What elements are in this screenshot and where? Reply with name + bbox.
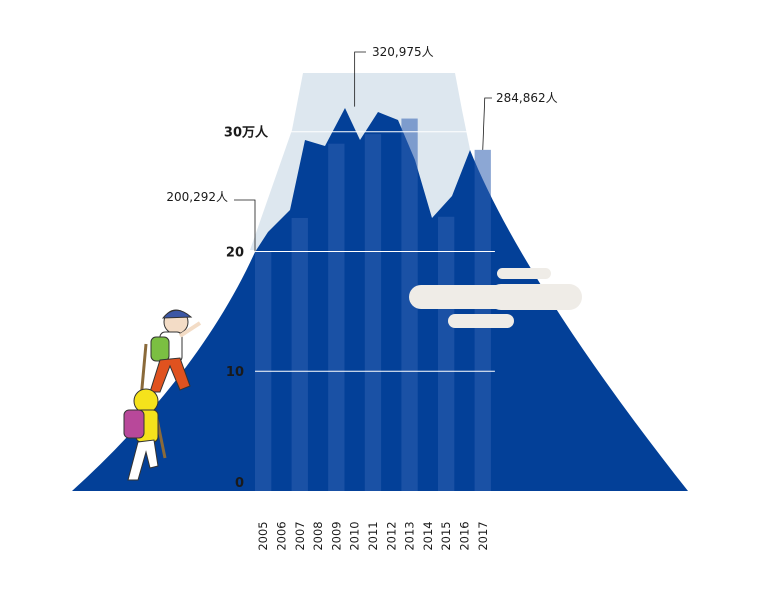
annotation-label: 200,292人 <box>166 190 228 204</box>
bar-2009 <box>328 143 345 491</box>
annotation-label: 320,975人 <box>372 45 434 59</box>
x-tick-label: 2013 <box>403 521 417 550</box>
hiker-upper-illustration <box>138 309 202 411</box>
y-tick-label: 30万人 <box>224 125 269 141</box>
x-tick-label: 2012 <box>384 521 398 550</box>
annotation-label: 284,862人 <box>496 91 558 105</box>
bar-2007 <box>291 217 308 491</box>
annotation-leader-line <box>482 97 492 150</box>
y-tick-label: 0 <box>235 476 244 491</box>
x-tick-label: 2009 <box>329 521 343 550</box>
bar-2014 <box>420 160 436 491</box>
bar-2016 <box>456 198 472 491</box>
annotation-leader-line <box>354 51 366 107</box>
x-tick-label: 2017 <box>476 521 490 550</box>
bar-2006 <box>273 230 289 491</box>
y-tick-label: 10 <box>226 365 244 380</box>
bar-2010 <box>347 107 363 491</box>
x-tick-label: 2016 <box>457 521 471 550</box>
y-tick-label: 20 <box>226 245 244 260</box>
bar-2012 <box>383 110 399 491</box>
annotation-leader-line <box>234 199 256 252</box>
gridlines-group <box>255 131 495 372</box>
x-tick-label: 2015 <box>439 521 453 550</box>
cloud-illustration <box>409 268 582 328</box>
peak-annotations: 200,292人 320,975人 284,862人 <box>166 45 558 252</box>
hiker-lower-illustration <box>123 388 167 481</box>
x-tick-label: 2007 <box>293 521 307 550</box>
x-axis-year-labels: 2005 2006 2007 2008 2009 2010 2011 2012 2013 2014… <box>256 521 490 550</box>
x-tick-label: 2008 <box>311 521 325 550</box>
y-axis-ticks: 0 10 20 30万人 <box>224 125 269 491</box>
x-tick-label: 2010 <box>348 521 362 550</box>
bar-2013 <box>401 118 418 491</box>
bar-2011 <box>364 134 382 491</box>
x-tick-label: 2014 <box>421 521 435 550</box>
x-tick-label: 2006 <box>274 521 288 550</box>
x-tick-label: 2011 <box>366 521 380 550</box>
x-tick-label: 2005 <box>256 521 270 550</box>
bar-2008 <box>310 138 326 491</box>
bar-2015 <box>438 216 455 491</box>
